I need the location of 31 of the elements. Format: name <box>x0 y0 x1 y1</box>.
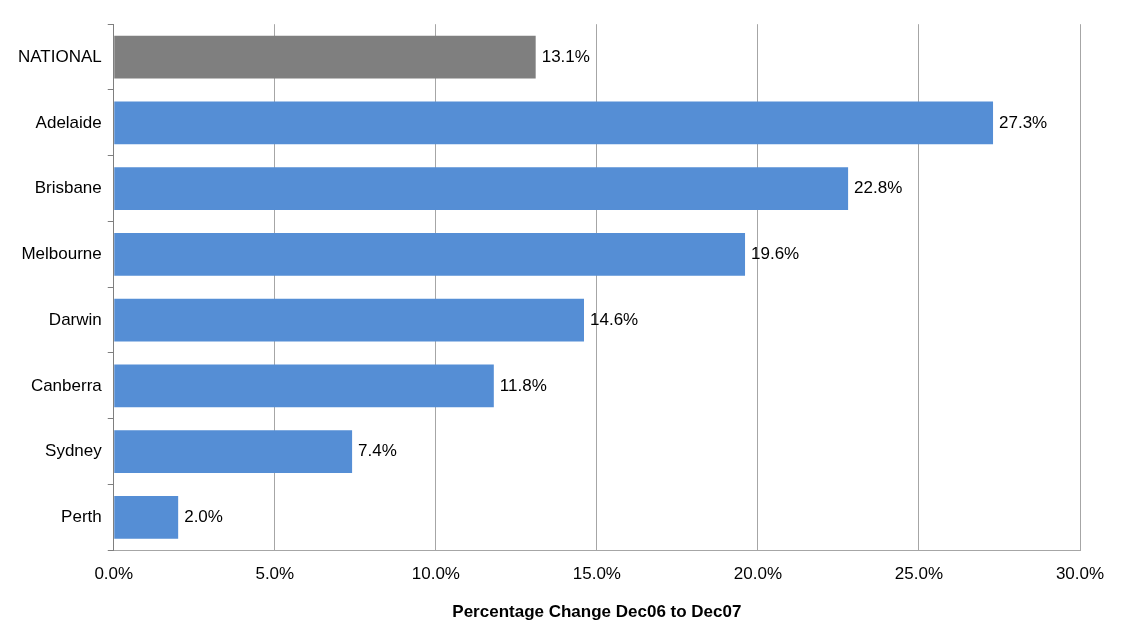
x-tick-label: 0.0% <box>94 564 134 584</box>
x-tick-label: 25.0% <box>894 564 944 584</box>
bar <box>114 496 179 539</box>
x-tick-label: 20.0% <box>733 564 783 584</box>
y-tick-label: Perth <box>61 507 102 527</box>
bar <box>114 233 746 276</box>
bar <box>114 167 849 210</box>
bar <box>114 430 353 473</box>
x-tick-label: 15.0% <box>572 564 621 584</box>
y-tick-label: Sydney <box>45 441 103 461</box>
x-tick-label: 30.0% <box>1055 564 1105 584</box>
data-label: 7.4% <box>358 441 397 461</box>
data-label: 2.0% <box>184 507 223 527</box>
data-label: 11.8% <box>499 375 547 395</box>
data-label: 22.8% <box>854 178 903 198</box>
x-tick-label: 5.0% <box>255 564 295 584</box>
data-label: 19.6% <box>751 244 800 264</box>
data-label: 27.3% <box>999 112 1048 132</box>
data-label: 13.1% <box>541 46 590 66</box>
y-tick-label: Brisbane <box>34 178 102 198</box>
bar <box>114 364 494 408</box>
x-tick-label: 10.0% <box>411 564 460 584</box>
x-axis-title: Percentage Change Dec06 to Dec07 <box>452 602 742 622</box>
y-tick-label: NATIONAL <box>17 46 102 66</box>
bar <box>114 298 584 342</box>
y-tick-label: Canberra <box>30 375 103 395</box>
y-tick-label: Melbourne <box>21 244 102 264</box>
y-tick-label: Adelaide <box>35 112 102 132</box>
data-label: 14.6% <box>589 309 639 329</box>
bar <box>114 101 994 145</box>
y-tick-label: Darwin <box>48 309 102 329</box>
